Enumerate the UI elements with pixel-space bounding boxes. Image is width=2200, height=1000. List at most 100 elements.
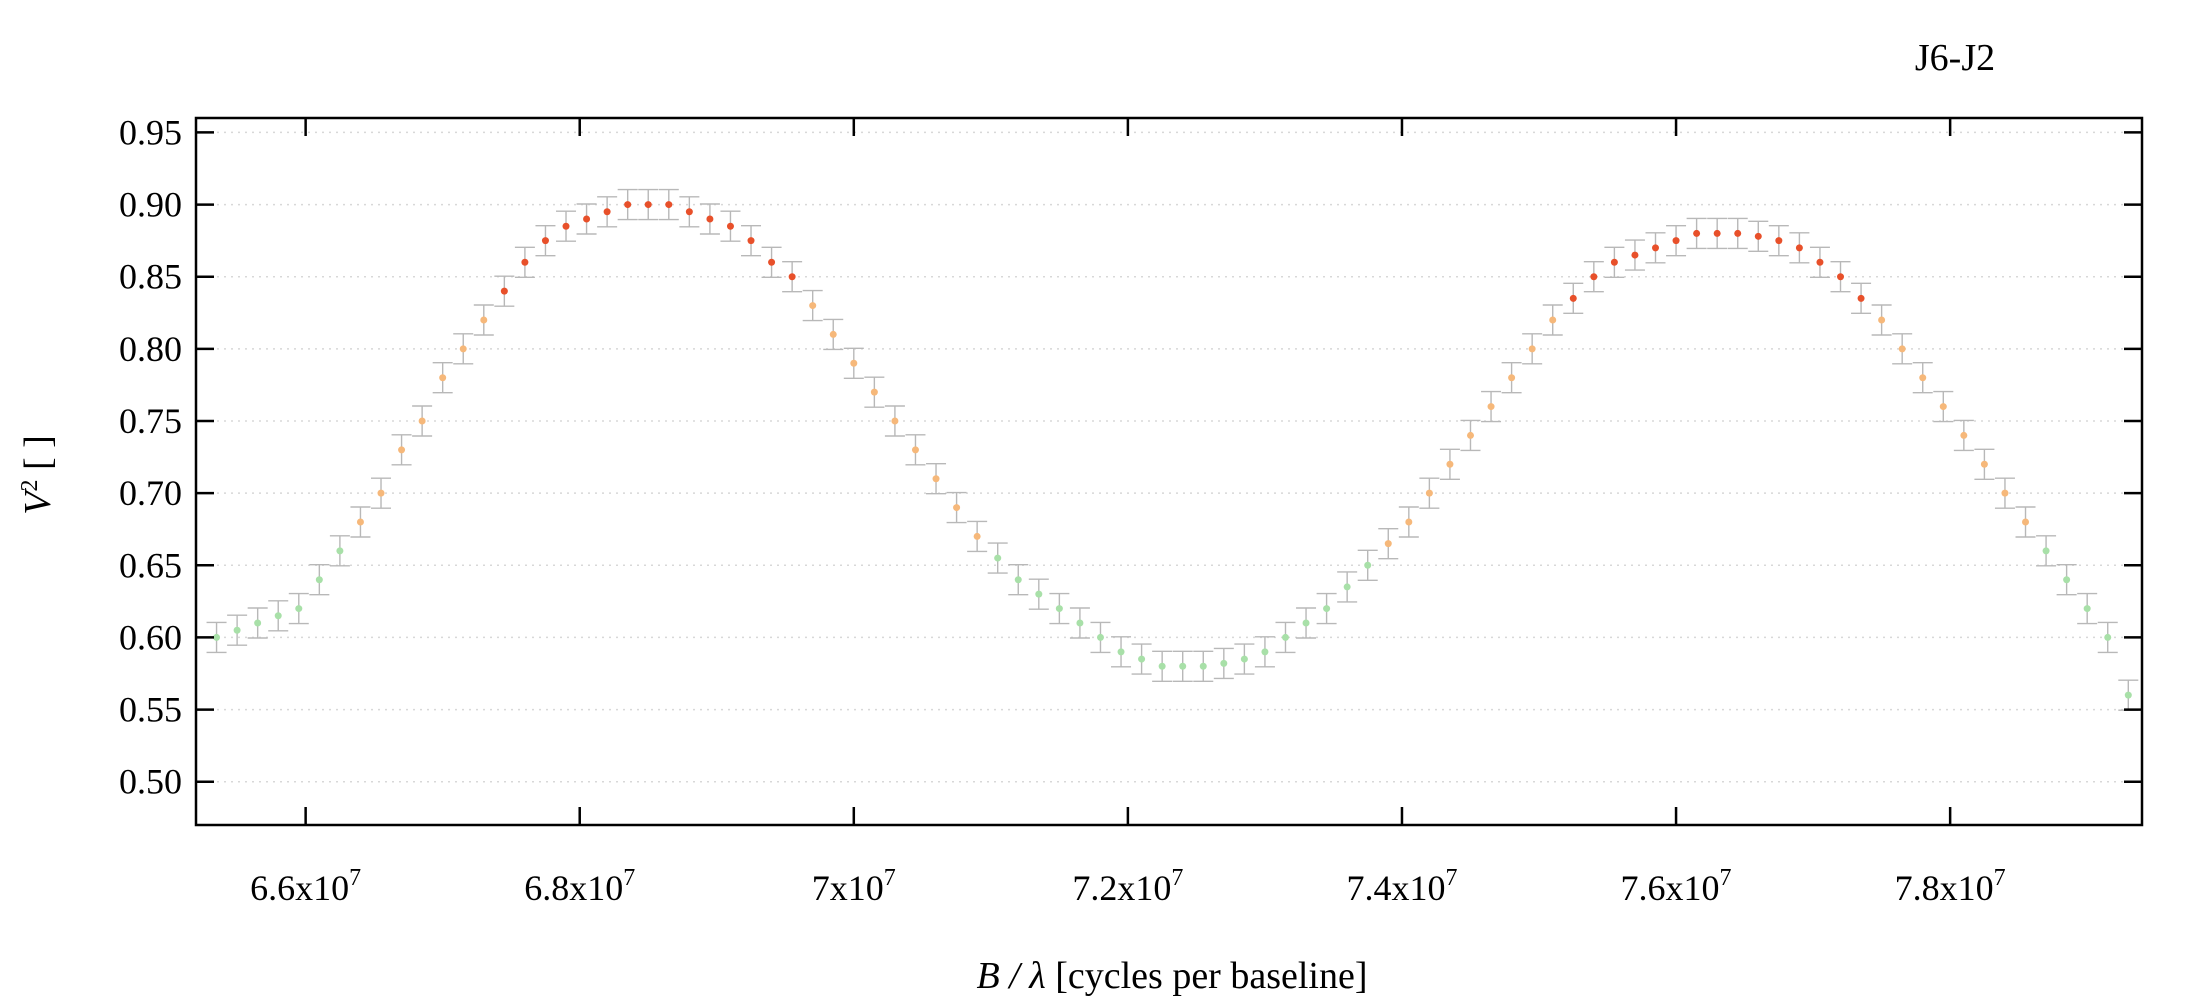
- data-point: [1980, 460, 1988, 468]
- data-point: [665, 201, 673, 209]
- data-point: [1240, 655, 1248, 663]
- data-point: [1672, 237, 1680, 245]
- y-axis-label-sup: 2: [17, 480, 43, 492]
- data-point: [932, 475, 940, 483]
- data-point: [1138, 655, 1146, 663]
- data-point: [726, 222, 734, 230]
- y-tick-label: 0.50: [119, 762, 182, 802]
- data-point: [1919, 374, 1927, 382]
- x-tick-label-mantissa: 7.2x10: [1072, 868, 1171, 908]
- data-point: [1117, 648, 1125, 656]
- data-point: [254, 619, 262, 627]
- data-point: [1261, 648, 1269, 656]
- data-point: [1487, 403, 1495, 411]
- chart-title: J6-J2: [1915, 37, 1995, 79]
- data-points: [206, 188, 2139, 711]
- data-point: [1425, 489, 1433, 497]
- plot-frame: [194, 116, 2144, 827]
- data-point: [1652, 244, 1659, 252]
- data-point: [583, 215, 591, 223]
- data-point: [2083, 605, 2091, 613]
- data-point: [685, 208, 693, 216]
- data-point: [418, 417, 426, 425]
- y-axis-label-var: V: [17, 488, 59, 515]
- data-point: [1220, 659, 1228, 667]
- data-point: [233, 626, 241, 634]
- data-point: [1446, 460, 1454, 468]
- data-point: [500, 287, 508, 295]
- data-point: [1055, 605, 1063, 613]
- x-axis-label: B / λ [cycles per baseline]: [976, 955, 1367, 997]
- data-point: [870, 388, 878, 396]
- x-tick-label: 7x107: [812, 865, 896, 908]
- y-tick-label: 0.85: [119, 257, 182, 297]
- data-point: [1076, 619, 1084, 627]
- y-tick-label: 0.55: [119, 690, 182, 730]
- data-point: [2104, 633, 2112, 641]
- x-tick-label-exponent: 7: [1171, 865, 1183, 891]
- data-point: [624, 201, 632, 209]
- data-point: [336, 547, 344, 555]
- data-point: [788, 273, 796, 281]
- x-tick-label-exponent: 7: [884, 865, 896, 891]
- data-point: [377, 489, 385, 497]
- y-tick-label: 0.60: [119, 617, 182, 657]
- x-tick-label-exponent: 7: [1994, 865, 2006, 891]
- data-point: [2124, 691, 2132, 699]
- data-point: [1898, 345, 1906, 353]
- y-tick-label: 0.80: [119, 329, 182, 369]
- data-point: [1590, 273, 1598, 281]
- data-point: [644, 201, 652, 209]
- grid-lines: [196, 131, 2142, 783]
- data-point: [1816, 258, 1824, 266]
- data-point: [1878, 316, 1886, 324]
- data-point: [1713, 229, 1721, 237]
- axis-ticks: 0.50 0.55 0.60 0.65 0.70 0.75 0.80 0.85 0.90 0.95…: [119, 112, 2142, 908]
- data-point: [398, 446, 406, 454]
- data-point: [850, 359, 858, 367]
- x-tick-label: 7.6x107: [1621, 865, 1732, 908]
- data-point: [2063, 576, 2071, 584]
- data-point: [994, 554, 1002, 562]
- x-tick-label-exponent: 7: [623, 865, 635, 891]
- data-point: [1960, 431, 1968, 439]
- y-tick-label: 0.90: [119, 185, 182, 225]
- data-point: [706, 215, 714, 223]
- data-point: [1569, 294, 1577, 302]
- data-point: [953, 504, 961, 512]
- x-tick-label-mantissa: 6.8x10: [524, 868, 623, 908]
- data-point: [315, 576, 323, 584]
- data-point: [891, 417, 899, 425]
- data-point: [2042, 547, 2050, 555]
- data-point: [1631, 251, 1639, 259]
- data-point: [541, 237, 549, 245]
- x-tick-label-mantissa: 7.8x10: [1895, 868, 1994, 908]
- y-tick-label: 0.65: [119, 545, 182, 585]
- data-point: [1035, 590, 1043, 598]
- data-point: [1281, 633, 1289, 641]
- data-point: [480, 316, 488, 324]
- data-point: [1939, 403, 1947, 411]
- x-tick-label: 6.6x107: [250, 865, 361, 908]
- x-tick-label-mantissa: 6.6x10: [250, 868, 349, 908]
- data-point: [2022, 518, 2030, 526]
- x-tick-label: 7.4x107: [1346, 865, 1457, 908]
- x-tick-label-mantissa: 7.6x10: [1621, 868, 1720, 908]
- data-point: [2001, 489, 2009, 497]
- x-tick-label-mantissa: 7.4x10: [1346, 868, 1445, 908]
- data-point: [1405, 518, 1413, 526]
- data-point: [1775, 237, 1783, 245]
- x-tick-label-exponent: 7: [349, 865, 361, 891]
- y-axis-label: V2 [ ]: [17, 435, 59, 515]
- data-point: [911, 446, 919, 454]
- data-point: [459, 345, 467, 353]
- data-point: [747, 237, 755, 245]
- data-point: [1466, 431, 1474, 439]
- data-point: [1179, 662, 1187, 670]
- data-point: [1384, 540, 1392, 548]
- data-point: [562, 222, 570, 230]
- x-tick-label-exponent: 7: [1445, 865, 1457, 891]
- data-point: [1508, 374, 1516, 382]
- data-point: [1754, 232, 1762, 240]
